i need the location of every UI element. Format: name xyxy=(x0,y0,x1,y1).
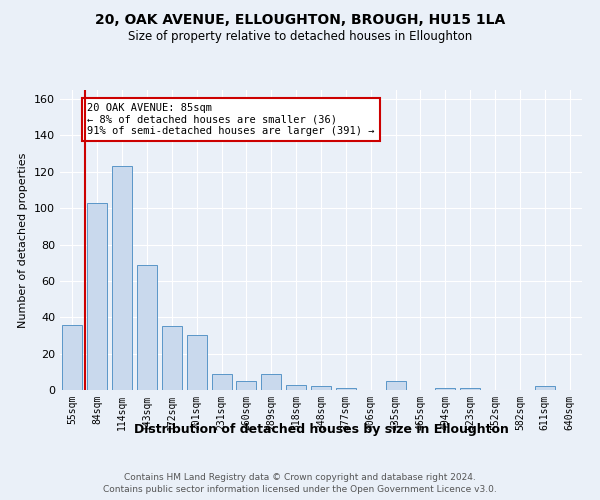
Bar xyxy=(112,166,132,390)
Y-axis label: Number of detached properties: Number of detached properties xyxy=(19,152,28,328)
Bar xyxy=(386,381,406,390)
Bar xyxy=(162,326,182,390)
Text: 20, OAK AVENUE, ELLOUGHTON, BROUGH, HU15 1LA: 20, OAK AVENUE, ELLOUGHTON, BROUGH, HU15… xyxy=(95,12,505,26)
Text: Size of property relative to detached houses in Elloughton: Size of property relative to detached ho… xyxy=(128,30,472,43)
Bar xyxy=(286,384,306,390)
Bar xyxy=(212,374,232,390)
Bar xyxy=(88,202,107,390)
Bar xyxy=(187,336,206,390)
Bar xyxy=(535,386,554,390)
Text: 20 OAK AVENUE: 85sqm
← 8% of detached houses are smaller (36)
91% of semi-detach: 20 OAK AVENUE: 85sqm ← 8% of detached ho… xyxy=(88,102,375,136)
Bar xyxy=(311,386,331,390)
Bar xyxy=(336,388,356,390)
Bar xyxy=(62,324,82,390)
Bar xyxy=(236,381,256,390)
Text: Contains public sector information licensed under the Open Government Licence v3: Contains public sector information licen… xyxy=(103,485,497,494)
Text: Distribution of detached houses by size in Elloughton: Distribution of detached houses by size … xyxy=(134,422,508,436)
Bar xyxy=(262,374,281,390)
Bar xyxy=(137,264,157,390)
Bar xyxy=(436,388,455,390)
Text: Contains HM Land Registry data © Crown copyright and database right 2024.: Contains HM Land Registry data © Crown c… xyxy=(124,472,476,482)
Bar xyxy=(460,388,480,390)
